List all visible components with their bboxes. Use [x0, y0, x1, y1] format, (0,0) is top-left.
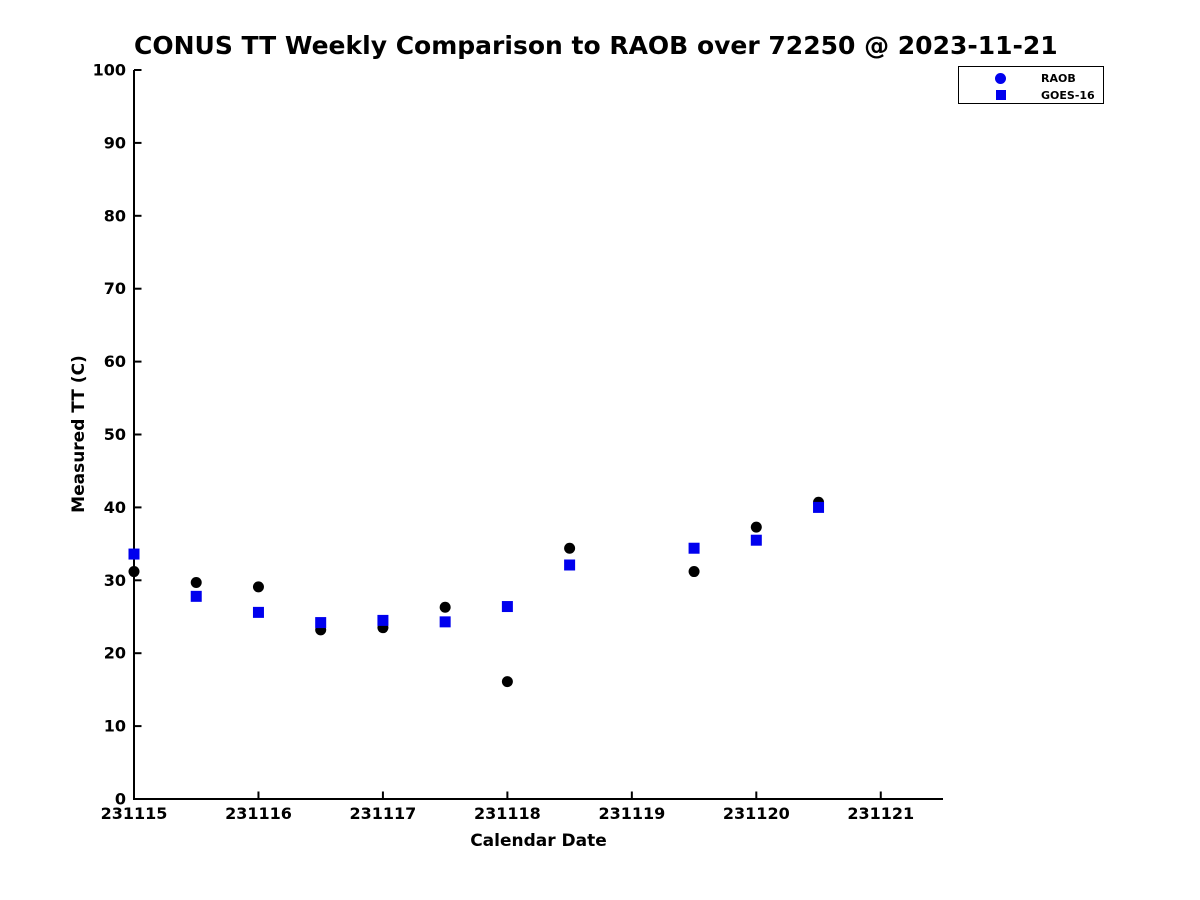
- raob-marker: [128, 566, 140, 578]
- goes16-marker: [688, 542, 700, 554]
- goes16-marker: [190, 590, 202, 602]
- raob-marker: [750, 521, 762, 533]
- y-tick-label: 30: [104, 571, 126, 590]
- goes16-marker: [128, 548, 140, 560]
- chart-title: CONUS TT Weekly Comparison to RAOB over …: [134, 31, 1058, 60]
- y-tick-label: 90: [104, 133, 126, 152]
- x-axis-label: Calendar Date: [470, 831, 607, 851]
- y-tick-label: 60: [104, 352, 126, 371]
- x-tick-label: 231121: [847, 804, 914, 823]
- goes16-marker: [813, 501, 825, 513]
- raob-marker: [564, 542, 576, 554]
- goes16-marker: [439, 616, 451, 628]
- x-tick-label: 231120: [723, 804, 790, 823]
- x-tick-label: 231115: [101, 804, 168, 823]
- raob-marker: [252, 581, 264, 593]
- raob-marker: [190, 576, 202, 588]
- goes16-marker: [564, 559, 576, 571]
- goes16-marker: [377, 614, 389, 626]
- y-tick-label: 70: [104, 279, 126, 298]
- y-tick-label: 10: [104, 717, 126, 736]
- y-tick-label: 80: [104, 206, 126, 225]
- goes16-legend-marker-icon: [996, 90, 1006, 100]
- raob-marker: [439, 601, 451, 613]
- x-tick-label: 231116: [225, 804, 292, 823]
- y-tick-label: 0: [115, 790, 126, 809]
- y-axis-label: Measured TT (C): [69, 355, 89, 513]
- y-tick-label: 100: [93, 61, 126, 80]
- goes16-marker: [252, 606, 264, 618]
- y-tick-label: 50: [104, 425, 126, 444]
- legend-label-raob: RAOB: [1041, 72, 1076, 85]
- raob-marker: [688, 566, 700, 578]
- legend: RAOB GOES-16: [958, 66, 1104, 104]
- y-tick-label: 40: [104, 498, 126, 517]
- goes16-marker: [750, 534, 762, 546]
- x-tick-label: 231118: [474, 804, 541, 823]
- y-tick-label: 20: [104, 644, 126, 663]
- x-tick-label: 231119: [598, 804, 665, 823]
- x-tick-label: 231117: [350, 804, 417, 823]
- raob-marker: [501, 676, 513, 688]
- raob-legend-marker-icon: [995, 73, 1006, 84]
- legend-label-goes16: GOES-16: [1041, 89, 1095, 102]
- goes16-marker: [315, 617, 327, 629]
- goes16-marker: [501, 601, 513, 613]
